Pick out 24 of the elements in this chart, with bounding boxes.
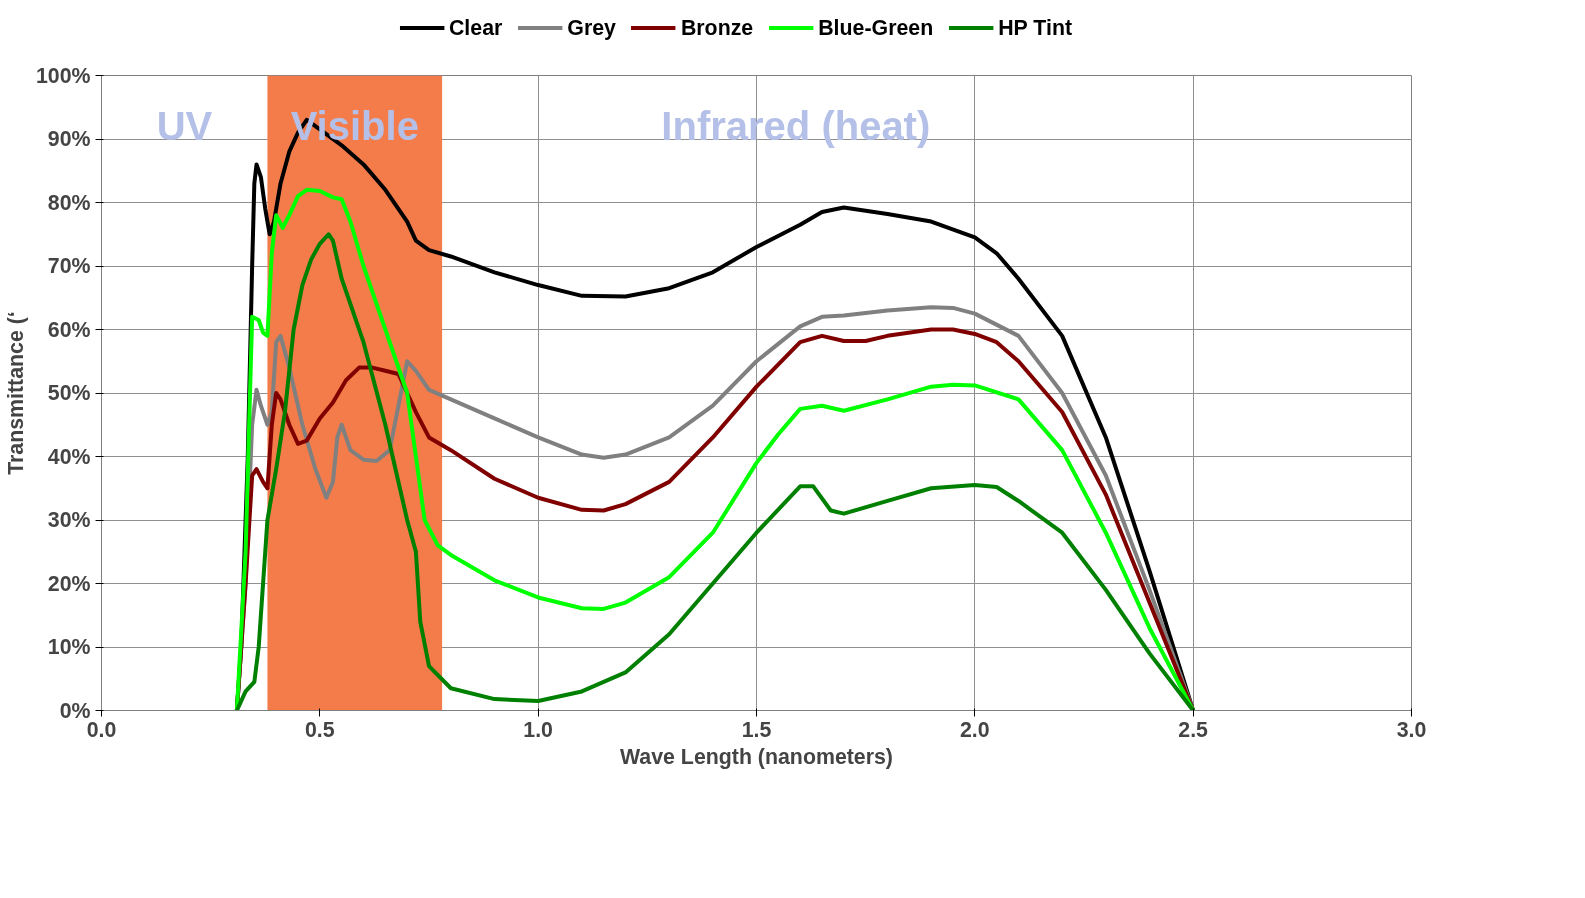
legend-label: Clear	[448, 15, 503, 40]
y-tick-label: 50%	[47, 381, 91, 405]
legend-label: Blue-Green	[818, 15, 934, 40]
legend-label: HP Tint	[998, 15, 1073, 40]
y-tick-label: 30%	[47, 508, 91, 532]
legend-label: Bronze	[680, 15, 754, 40]
annotation: UV	[156, 104, 213, 149]
x-tick-label: 2.0	[960, 717, 990, 742]
y-tick-label: 40%	[47, 444, 91, 469]
y-tick-label: 10%	[47, 635, 91, 659]
legend-label: Grey	[567, 15, 616, 40]
x-axis-title: Wave Length (nanometers)	[620, 744, 893, 769]
x-tick-label: 1.5	[741, 717, 772, 742]
y-axis-title: Transmittance (‘	[3, 311, 28, 475]
x-tick-label: 0.5	[305, 717, 335, 742]
x-tick-label: 2.5	[1178, 717, 1209, 742]
y-tick-label: 70%	[47, 254, 91, 278]
y-tick-label: 80%	[47, 190, 91, 215]
y-tick-label: 90%	[47, 127, 91, 151]
x-tick-label: 1.0	[523, 717, 553, 742]
x-tick-label: 3.0	[1396, 717, 1427, 742]
y-tick-label: 60%	[47, 317, 91, 342]
y-tick-label: 100%	[35, 63, 91, 88]
y-tick-label: 20%	[47, 571, 91, 596]
